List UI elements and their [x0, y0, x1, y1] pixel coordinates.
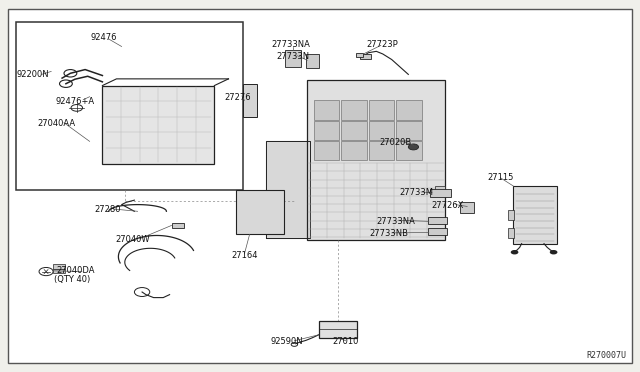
Text: 27280: 27280 [94, 205, 121, 214]
Bar [356, 53, 363, 57]
Circle shape [408, 144, 419, 150]
Text: 27040DA: 27040DA [56, 266, 95, 275]
Bar [53, 269, 65, 273]
Bar [243, 84, 257, 117]
Text: 92476+A: 92476+A [56, 97, 95, 106]
Bar [513, 186, 557, 244]
Text: 27733N: 27733N [276, 52, 310, 61]
Text: 92476: 92476 [90, 33, 117, 42]
Bar [396, 141, 422, 160]
Bar [314, 141, 339, 160]
Text: 27040W: 27040W [116, 235, 150, 244]
Circle shape [550, 250, 557, 254]
Bar [460, 202, 474, 213]
Bar [314, 100, 339, 120]
Bar [16, 22, 243, 190]
Bar [369, 141, 394, 160]
Bar [435, 186, 445, 189]
Text: 27733NA: 27733NA [376, 217, 415, 226]
Bar [307, 80, 445, 240]
Bar [396, 100, 422, 120]
Bar [360, 54, 371, 59]
Bar [508, 210, 514, 220]
Text: 92200N: 92200N [17, 70, 49, 79]
Bar [428, 228, 447, 235]
Text: 27010: 27010 [332, 337, 359, 346]
Text: 27733NB: 27733NB [370, 229, 408, 238]
Bar [285, 50, 301, 67]
Bar [341, 100, 367, 120]
Text: 92590N: 92590N [271, 337, 303, 346]
Bar [369, 121, 394, 140]
Bar [306, 54, 319, 68]
Bar [430, 189, 451, 197]
Text: 27040AA: 27040AA [37, 119, 76, 128]
Text: 27733M: 27733M [399, 188, 433, 197]
Circle shape [511, 250, 518, 254]
Bar [319, 321, 357, 338]
Text: R270007U: R270007U [586, 351, 626, 360]
Bar [341, 121, 367, 140]
Bar [369, 100, 394, 120]
Text: 27276: 27276 [225, 93, 252, 102]
Polygon shape [266, 141, 310, 238]
Text: 27733NA: 27733NA [272, 40, 310, 49]
Text: 27164: 27164 [231, 251, 258, 260]
Bar [341, 141, 367, 160]
Bar [102, 86, 214, 164]
Text: 27020B: 27020B [380, 138, 412, 147]
Text: 27726X: 27726X [432, 201, 464, 210]
Text: 27115: 27115 [487, 173, 514, 182]
Bar [314, 121, 339, 140]
Bar [53, 264, 65, 269]
Text: (QTY 40): (QTY 40) [54, 275, 90, 284]
Bar [508, 228, 514, 238]
Bar [428, 217, 447, 224]
Bar [396, 121, 422, 140]
Text: 27723P: 27723P [367, 40, 399, 49]
Bar [172, 223, 184, 228]
Bar [236, 190, 284, 234]
